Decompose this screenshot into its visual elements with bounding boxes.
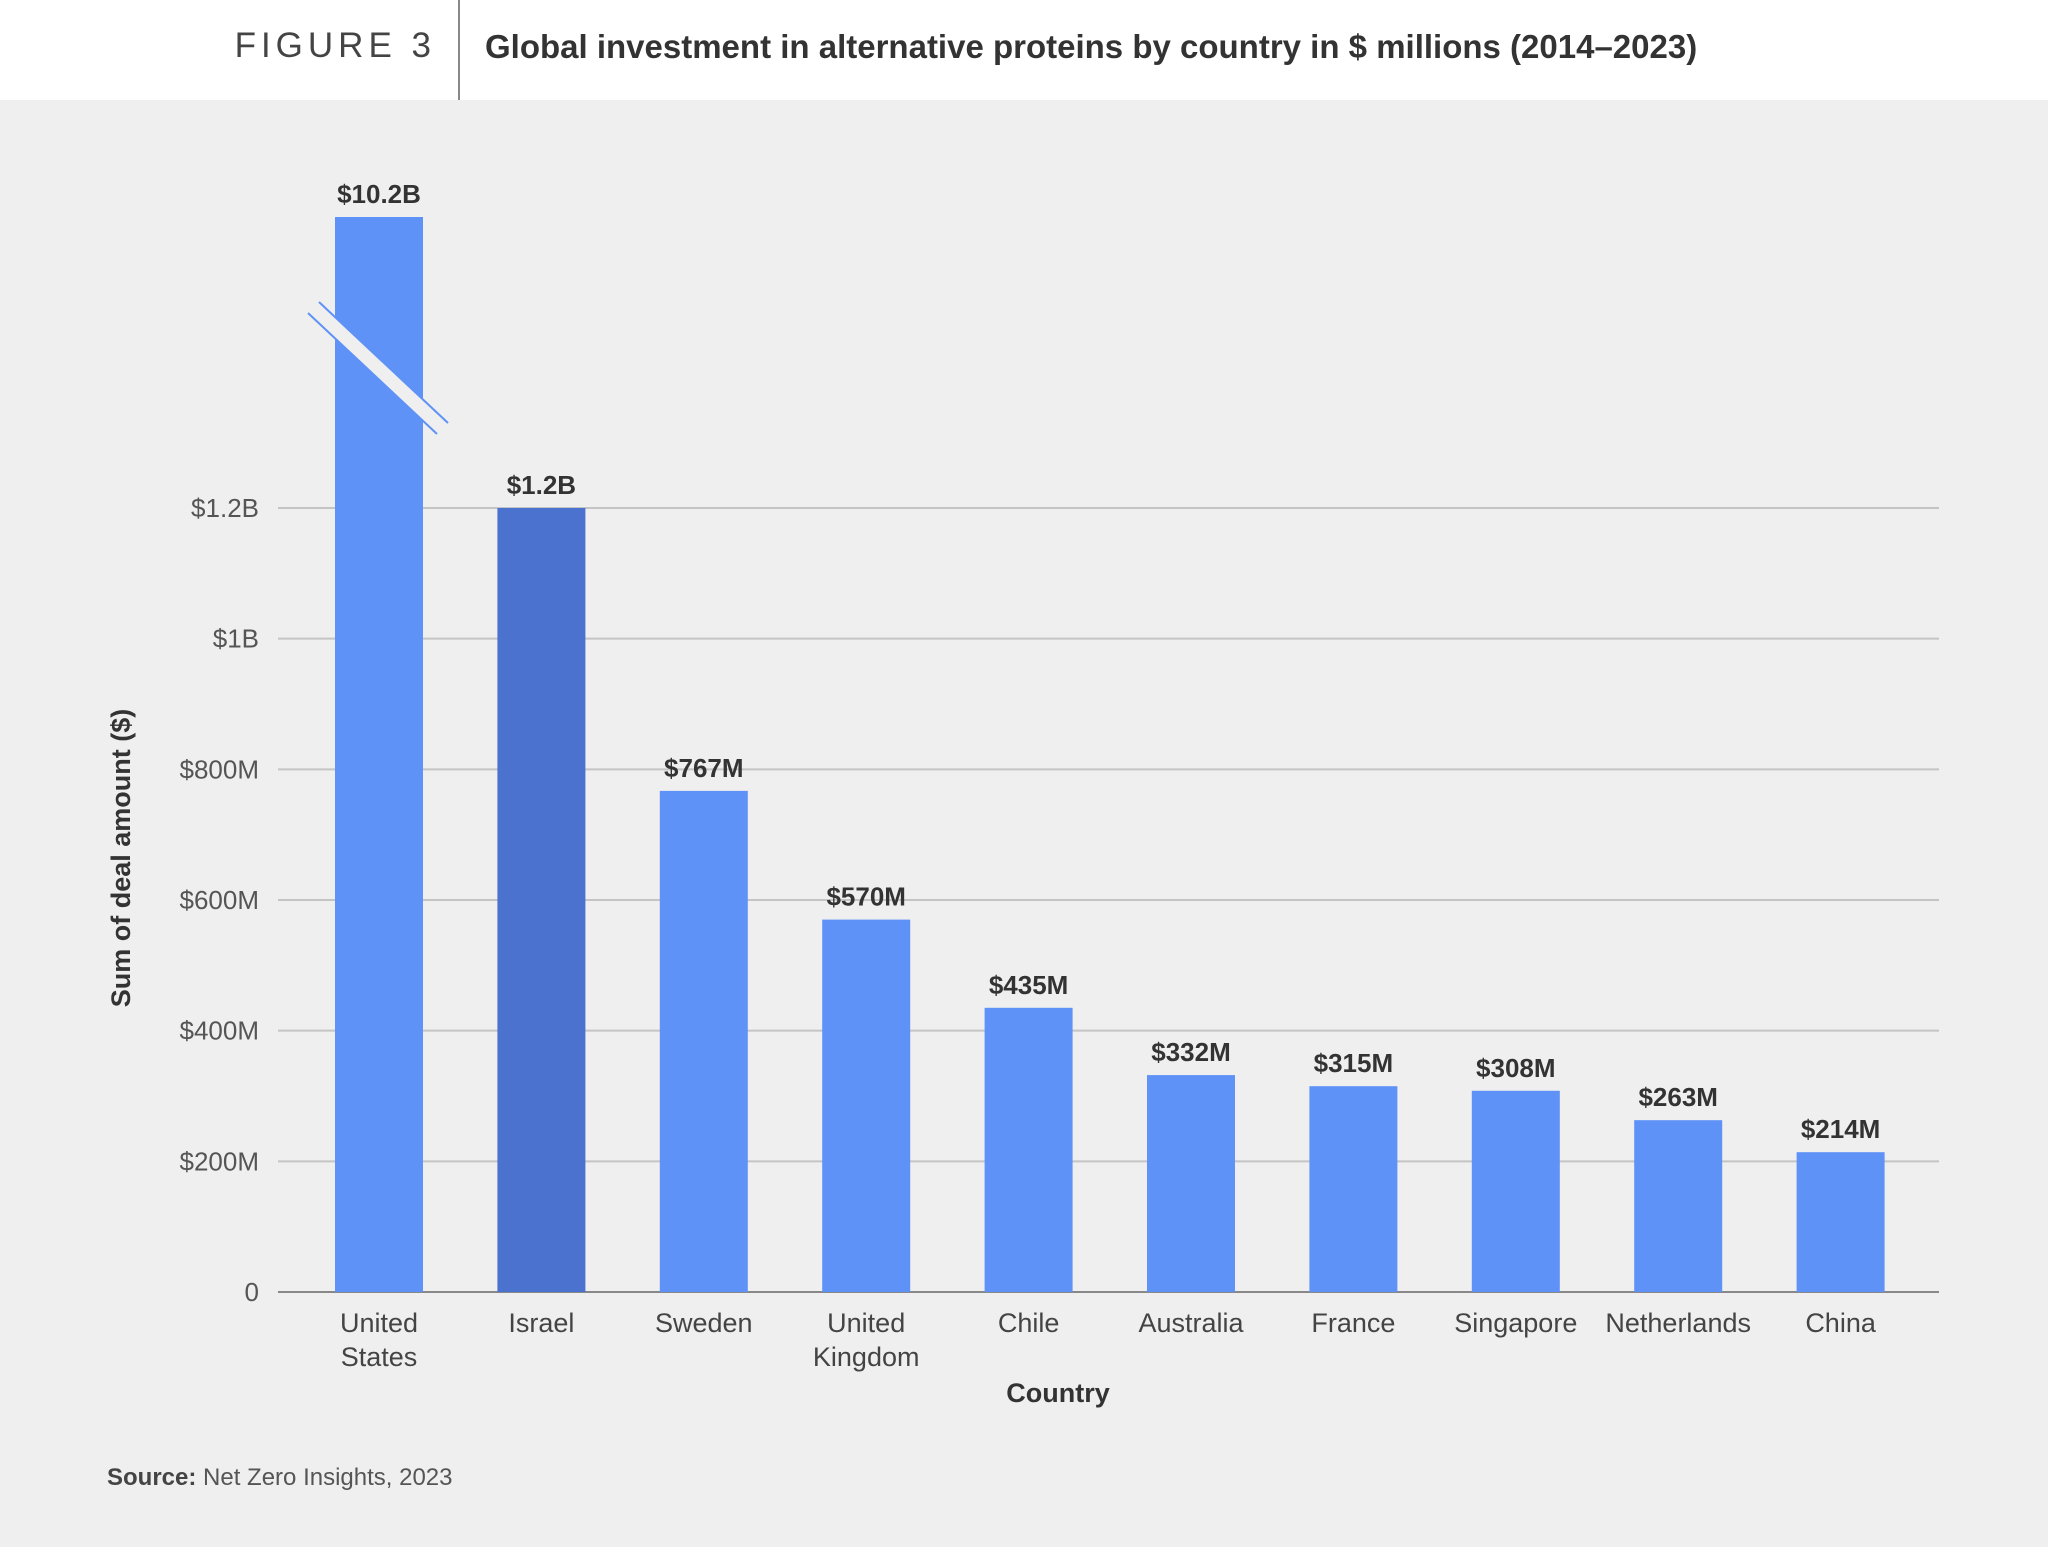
x-tick-label: Netherlands	[1605, 1308, 1751, 1338]
figure-header: FIGURE 3 Global investment in alternativ…	[0, 0, 2048, 100]
bar	[984, 1007, 1073, 1292]
source-note: Source: Net Zero Insights, 2023	[107, 1464, 453, 1492]
data-label: $315M	[1314, 1048, 1394, 1078]
x-tick-label: Israel	[508, 1308, 574, 1338]
bar	[1796, 1152, 1885, 1292]
x-axis-title: Country	[1006, 1378, 1110, 1408]
bar	[1309, 1086, 1398, 1292]
bar	[1634, 1120, 1723, 1292]
data-label: $263M	[1638, 1082, 1718, 1112]
x-tick-label: Kingdom	[813, 1342, 920, 1372]
data-label: $308M	[1476, 1053, 1556, 1083]
axis-break-band	[308, 302, 448, 434]
axis-break-line	[307, 312, 438, 435]
y-tick-label: 0	[245, 1277, 259, 1307]
axis-break-line	[318, 301, 449, 424]
x-tick-label: France	[1311, 1308, 1395, 1338]
y-tick-label: $800M	[180, 754, 260, 784]
chart-title: Global investment in alternative protein…	[485, 28, 1698, 65]
y-tick-label: $200M	[180, 1146, 260, 1176]
bar	[497, 508, 586, 1292]
figure-label: FIGURE 3	[234, 26, 436, 65]
data-label: $332M	[1151, 1037, 1231, 1067]
data-label: $570M	[826, 882, 906, 912]
x-tick-label: China	[1805, 1308, 1877, 1338]
x-tick-label: Sweden	[655, 1308, 753, 1338]
y-tick-label: $400M	[180, 1016, 260, 1046]
header-divider	[458, 0, 460, 100]
bar	[1147, 1075, 1235, 1292]
data-label: $435M	[989, 970, 1069, 1000]
data-label: $1.2B	[507, 470, 576, 500]
x-tick-label: Australia	[1138, 1308, 1244, 1338]
x-tick-label: Singapore	[1454, 1308, 1577, 1338]
bar	[822, 919, 911, 1292]
source-label: Source:	[107, 1464, 197, 1491]
data-label: $214M	[1801, 1114, 1881, 1144]
bar	[659, 790, 748, 1292]
y-tick-label: $1.2B	[191, 493, 259, 523]
y-tick-label: $600M	[180, 885, 260, 915]
bar	[1471, 1090, 1560, 1292]
y-tick-label: $1B	[213, 624, 259, 654]
data-label: $10.2B	[337, 179, 421, 209]
y-axis-title: Sum of deal amount ($)	[106, 709, 136, 1008]
data-label: $767M	[664, 753, 744, 783]
x-tick-label: United	[340, 1308, 418, 1338]
source-text: Net Zero Insights, 2023	[203, 1464, 453, 1491]
x-tick-label: Chile	[998, 1308, 1060, 1338]
x-tick-label: States	[341, 1342, 418, 1372]
x-tick-label: United	[827, 1308, 905, 1338]
